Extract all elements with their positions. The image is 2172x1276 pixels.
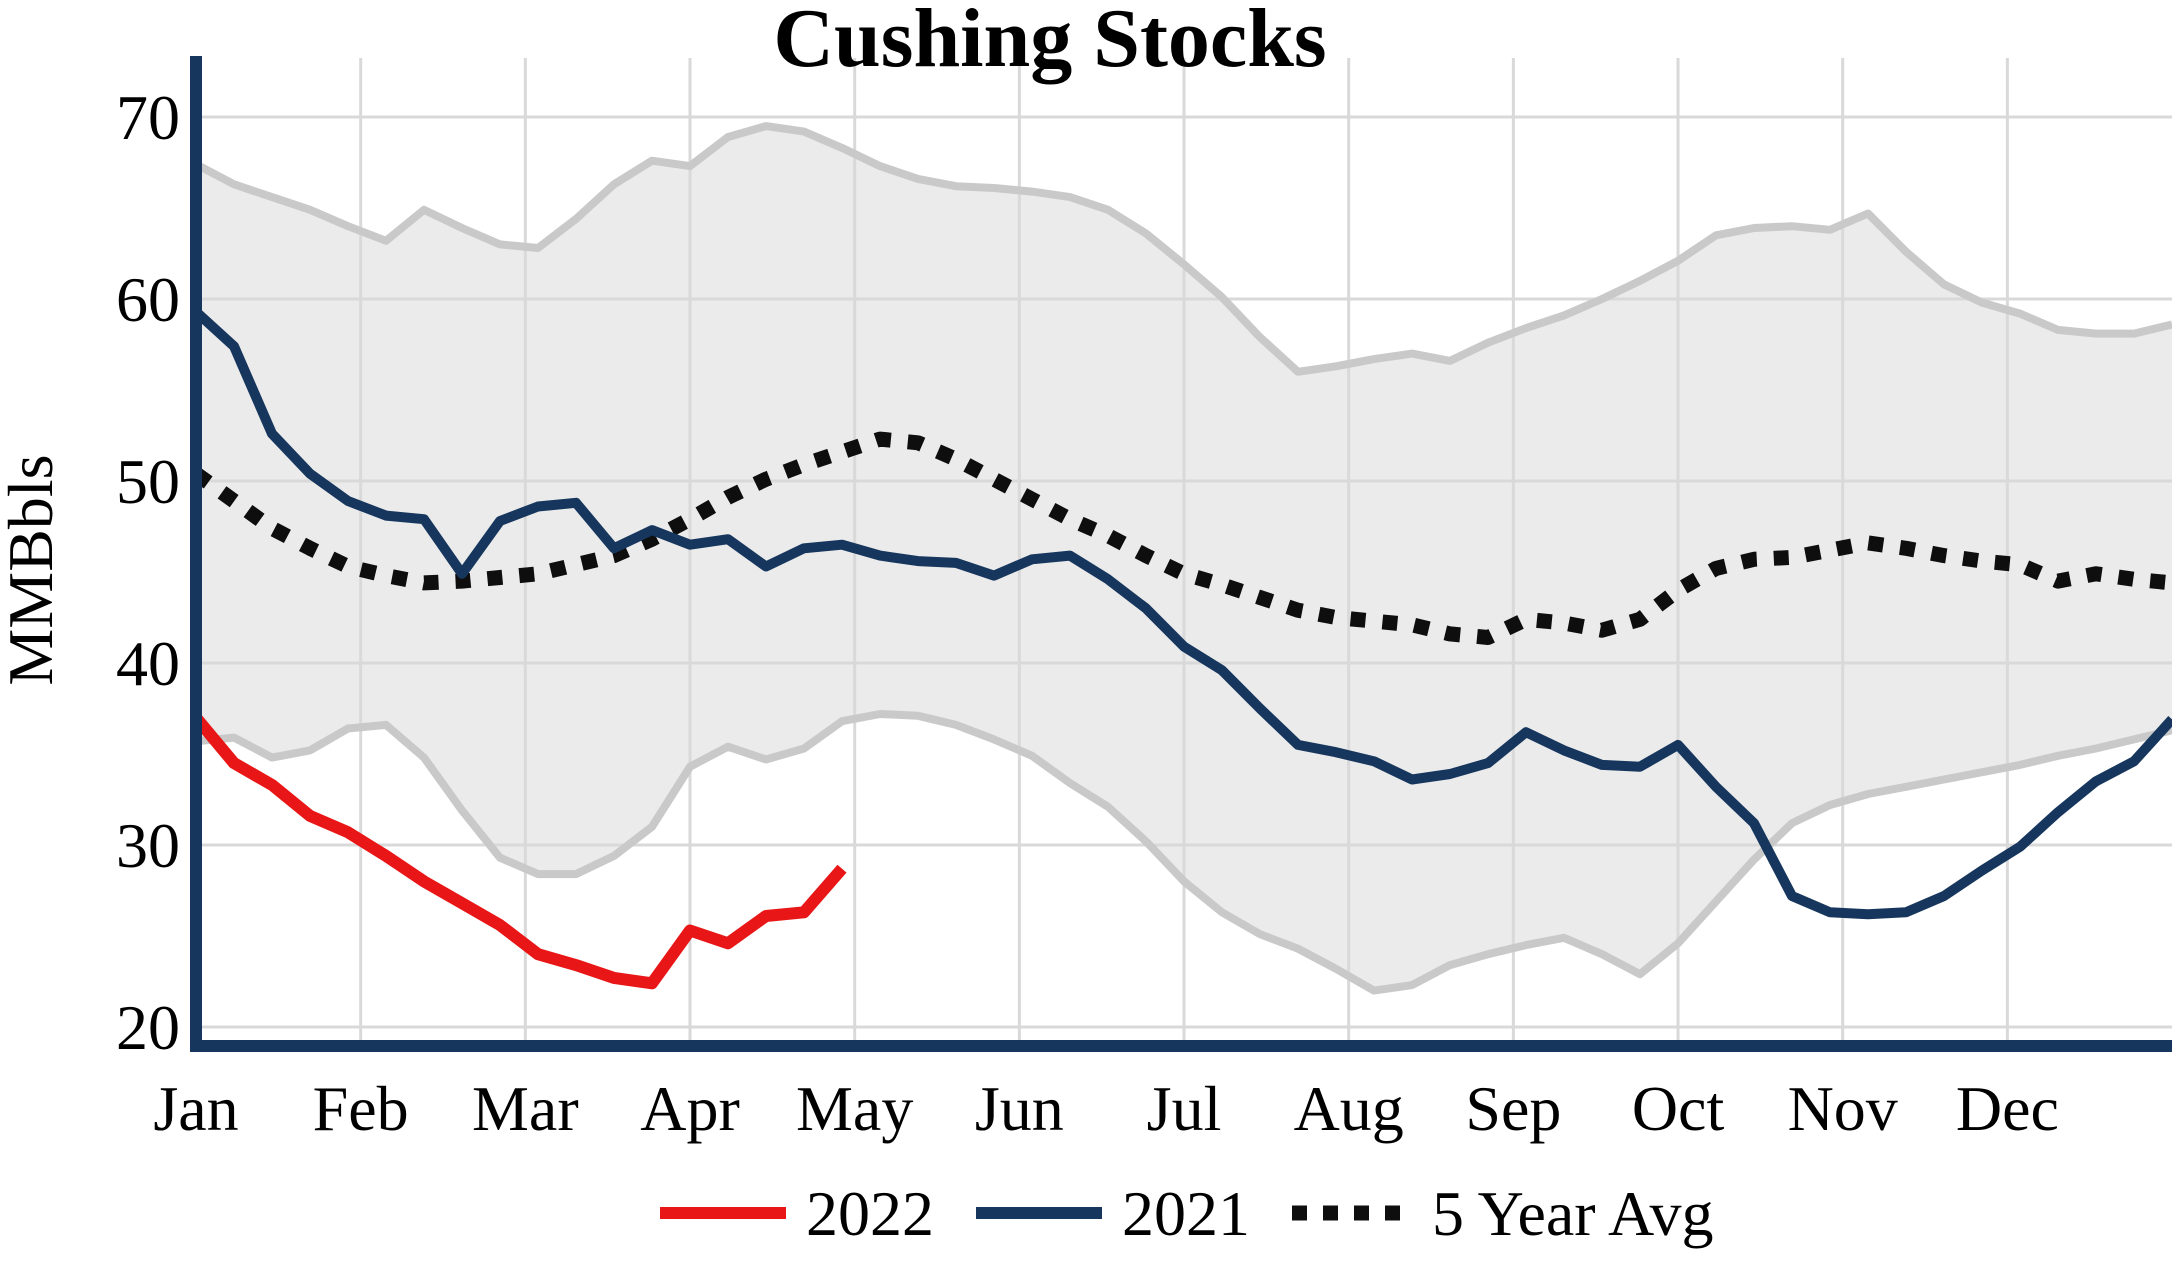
x-tick-nov: Nov bbox=[1788, 1073, 1898, 1144]
y-tick-70: 70 bbox=[116, 82, 180, 153]
legend-2022-label: 2022 bbox=[806, 1178, 934, 1249]
y-tick-60: 60 bbox=[116, 264, 180, 335]
gridlines bbox=[196, 58, 2172, 1046]
x-tick-jul: Jul bbox=[1147, 1073, 1222, 1144]
x-tick-dec: Dec bbox=[1956, 1073, 2059, 1144]
y-axis-title: MMBbls bbox=[0, 454, 66, 685]
y-tick-30: 30 bbox=[116, 810, 180, 881]
x-tick-oct: Oct bbox=[1632, 1073, 1725, 1144]
five-year-range-bottom-edge bbox=[195, 710, 2172, 995]
x-tick-jun: Jun bbox=[975, 1073, 1064, 1144]
legend-5yr-avg-label: 5 Year Avg bbox=[1432, 1178, 1714, 1249]
x-tick-sep: Sep bbox=[1465, 1073, 1561, 1144]
legend: 2022 2021 5 Year Avg bbox=[660, 1178, 1714, 1249]
series-2021-line bbox=[192, 308, 2172, 920]
y-tick-50: 50 bbox=[116, 446, 180, 517]
y-tick-20: 20 bbox=[116, 992, 180, 1063]
data-series bbox=[191, 308, 2172, 990]
five-year-range-top-edge bbox=[194, 122, 2172, 376]
series-5-year-avg-line bbox=[191, 431, 2172, 645]
series-2022-line bbox=[191, 713, 847, 990]
axis-tick-labels: 20 30 40 50 60 70 Jan Feb Mar Apr May Jun Jul Aug Sep O… bbox=[116, 82, 2059, 1144]
legend-2021-label: 2021 bbox=[1122, 1178, 1250, 1249]
axes bbox=[190, 56, 2172, 1052]
x-tick-may: May bbox=[796, 1073, 913, 1144]
x-tick-jan: Jan bbox=[153, 1073, 238, 1144]
five-year-range-band-edges bbox=[194, 122, 2172, 995]
x-tick-apr: Apr bbox=[640, 1073, 740, 1144]
x-tick-aug: Aug bbox=[1294, 1073, 1404, 1144]
chart-title: Cushing Stocks bbox=[773, 0, 1326, 85]
y-tick-40: 40 bbox=[116, 628, 180, 699]
x-tick-feb: Feb bbox=[313, 1073, 409, 1144]
x-tick-mar: Mar bbox=[472, 1073, 579, 1144]
